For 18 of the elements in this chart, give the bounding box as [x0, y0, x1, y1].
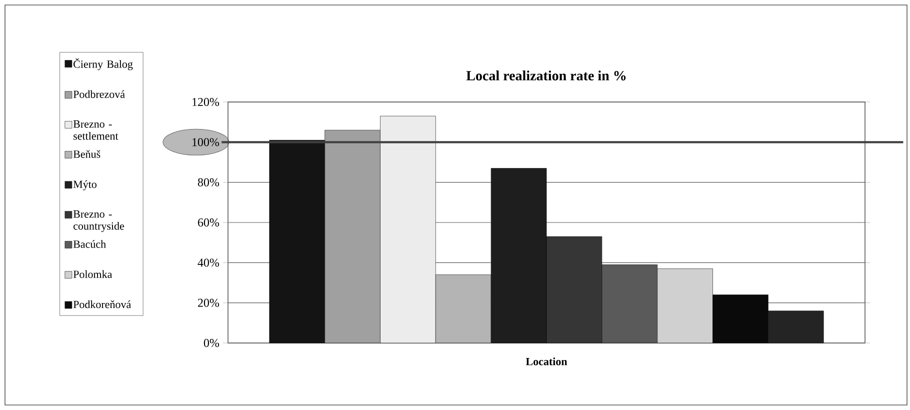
legend-label: Polomka	[73, 270, 112, 278]
legend-label: Brezno - settlement	[73, 120, 118, 140]
legend-label: Brezno - countryside	[73, 210, 124, 232]
y-tick-label: 120%	[192, 98, 220, 106]
legend-label: Podkoreňová	[73, 300, 131, 308]
y-tick-label: 0%	[204, 338, 220, 348]
y-tick-label: 80%	[198, 178, 220, 186]
x-axis-title: Location	[526, 358, 568, 366]
y-tick-label: 100%	[192, 138, 220, 146]
y-tick-label: 40%	[198, 258, 220, 267]
y-tick-label: 20%	[198, 298, 220, 307]
legend-label: Podbrezová	[73, 90, 125, 98]
legend-label: Čierny Balog	[74, 58, 133, 70]
y-tick-label: 60%	[198, 218, 220, 227]
legend-label: Bacúch	[73, 240, 106, 248]
legend-label: Mýto	[73, 180, 96, 190]
legend-label: Beňuš	[73, 150, 100, 158]
chart-title: Local realization rate in %	[466, 70, 626, 80]
